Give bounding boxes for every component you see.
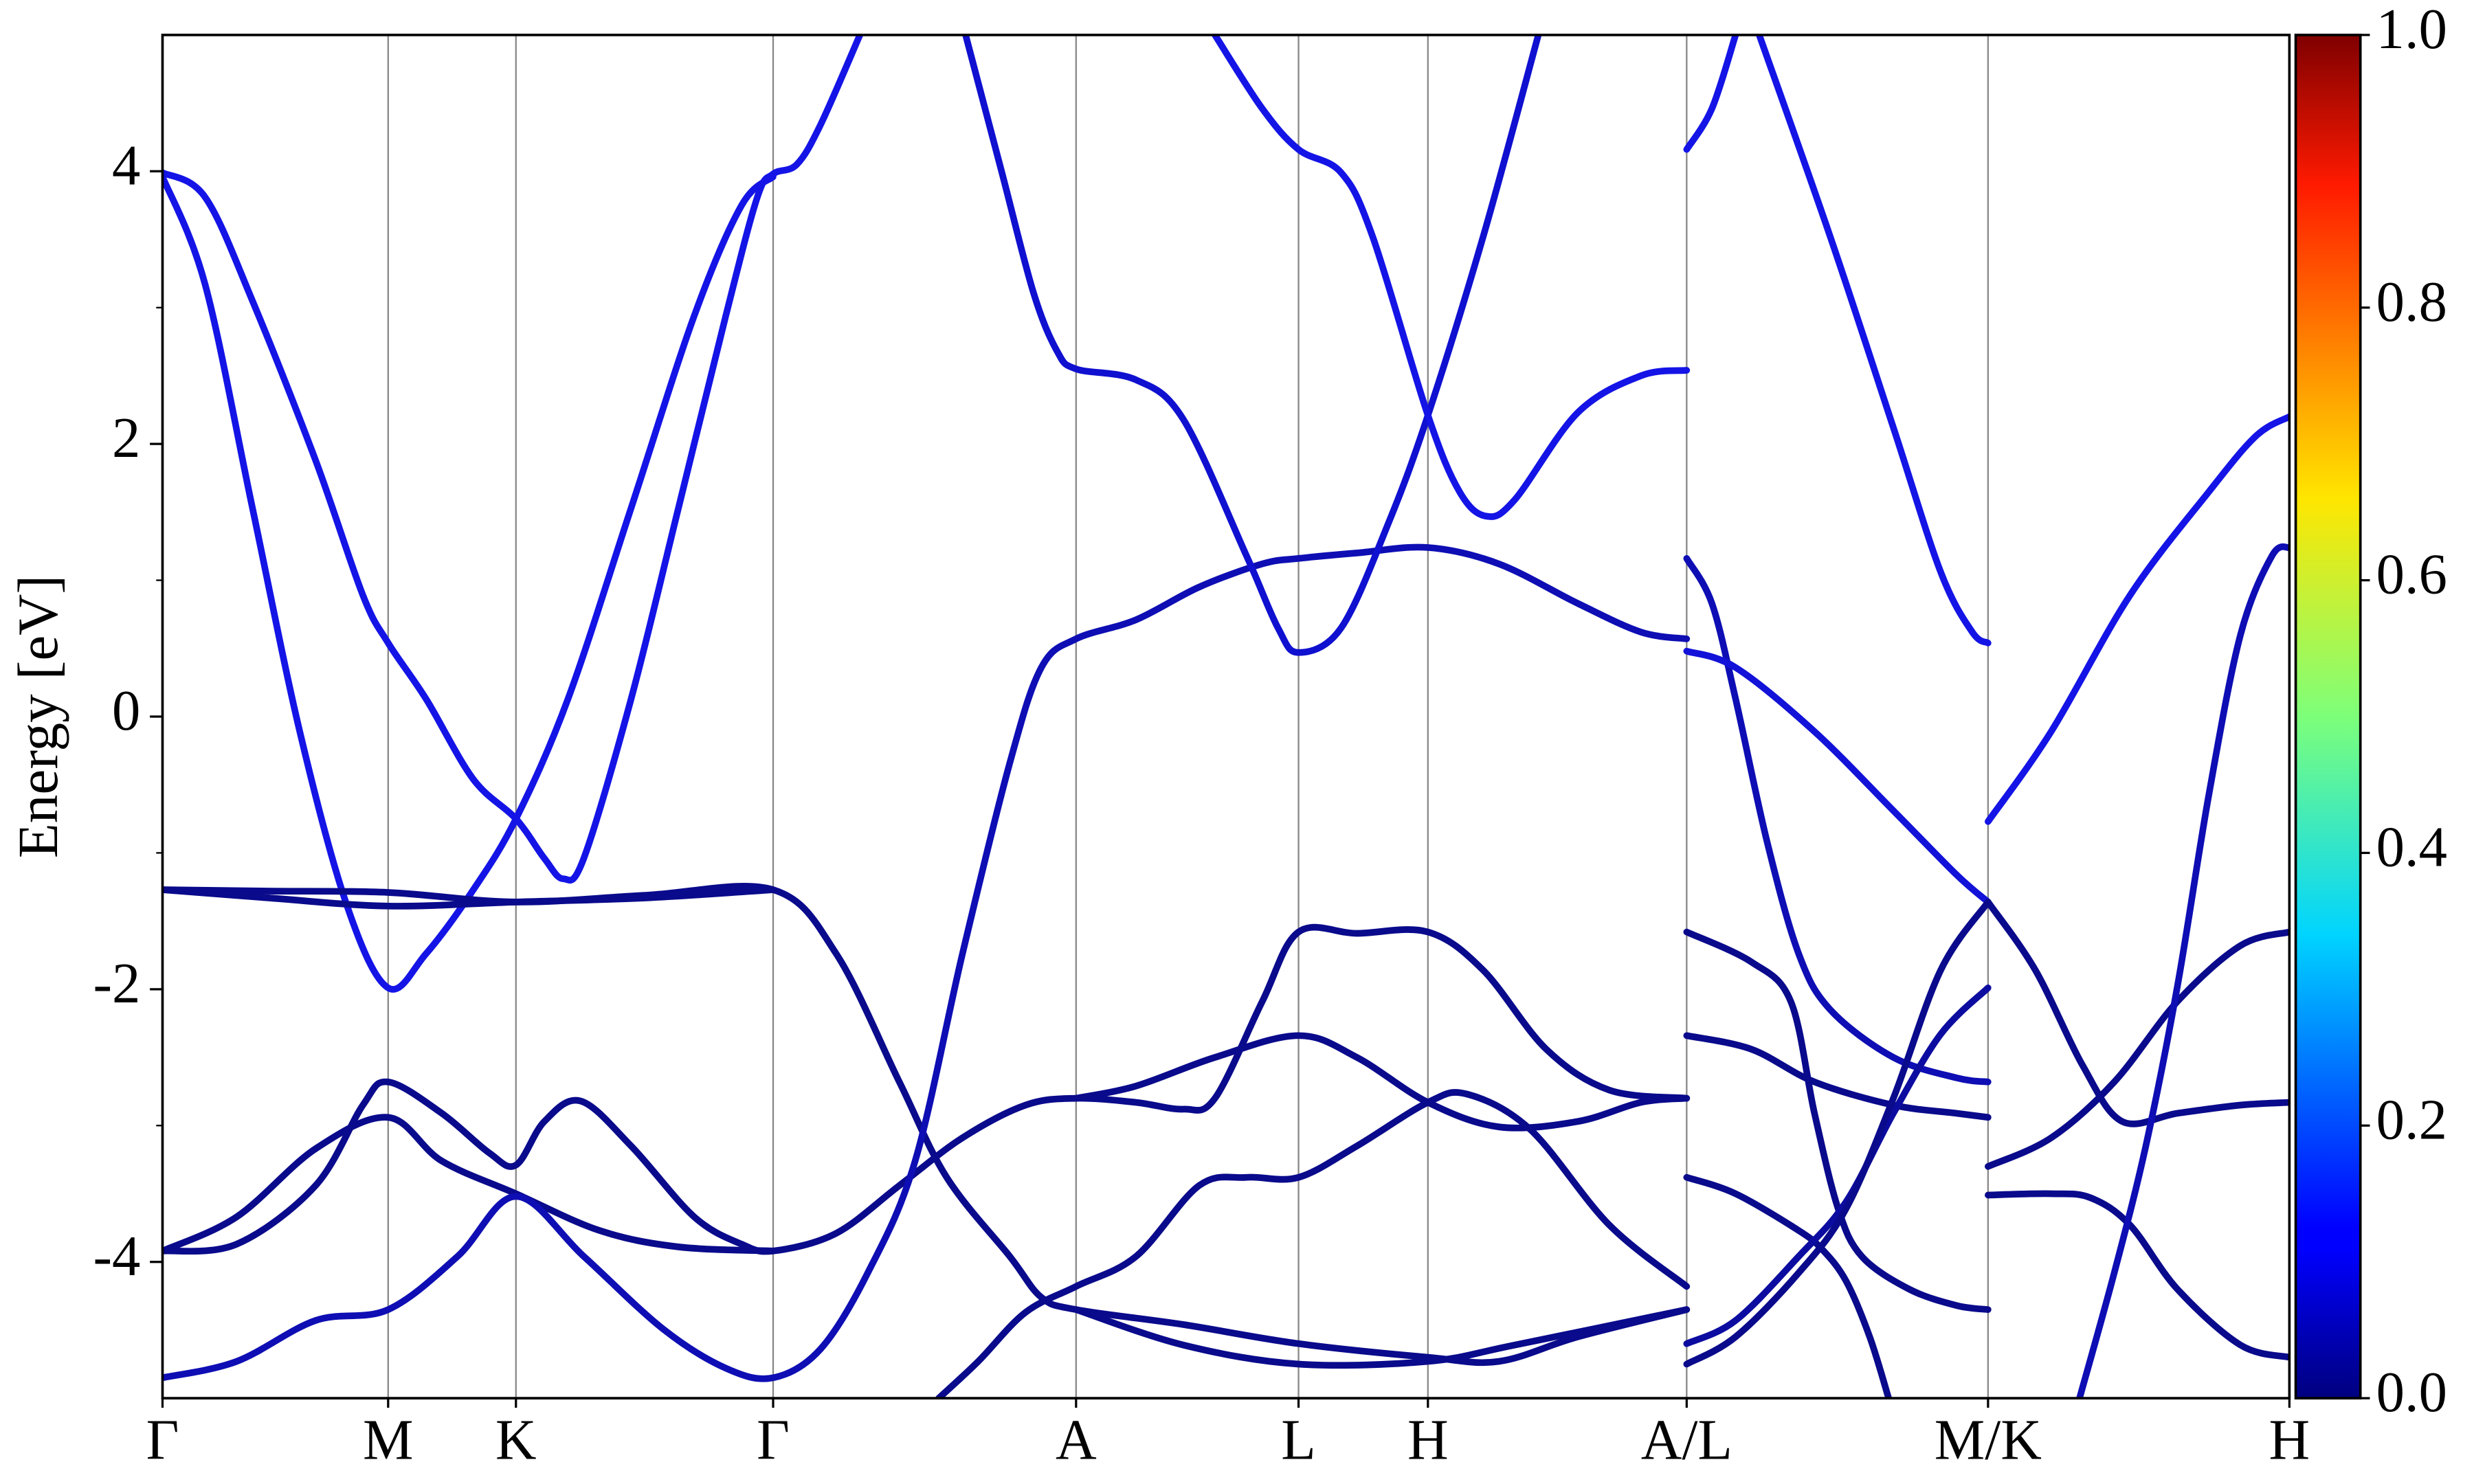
x-tick-label: M/K	[1935, 1408, 2042, 1471]
x-tick-label: A	[1056, 1408, 1097, 1471]
band	[162, 34, 864, 884]
colorbar	[2294, 34, 2362, 1399]
band	[1756, 34, 1992, 647]
x-tick-label: M	[363, 1408, 413, 1471]
band	[1683, 898, 1992, 1368]
colorbar-tick-label: 1.0	[2376, 0, 2447, 60]
x-tick-label: Γ	[757, 1408, 790, 1471]
band	[162, 1114, 777, 1255]
band	[1985, 413, 2290, 825]
band	[1683, 34, 1739, 153]
y-tick-label: 2	[112, 406, 140, 469]
x-tick-label: H	[1407, 1408, 1449, 1471]
band	[2076, 543, 2290, 1399]
band	[1683, 647, 1992, 906]
band	[162, 173, 777, 993]
band	[162, 882, 1691, 1367]
x-tick-label: L	[1281, 1408, 1315, 1471]
y-tick-label: -4	[93, 1224, 140, 1288]
band	[162, 923, 1691, 1255]
band	[1985, 928, 2290, 1170]
band	[1683, 928, 1992, 1313]
colorbar-tick-label: 0.0	[2376, 1360, 2447, 1424]
x-tick-label: Γ	[146, 1408, 179, 1471]
band	[1072, 1306, 1691, 1369]
y-axis-label: Energy [eV]	[7, 575, 70, 858]
y-tick-label: -2	[93, 952, 140, 1015]
y-tick-label: 0	[112, 679, 140, 742]
colorbar-tick-label: 0.8	[2376, 270, 2447, 333]
band	[1072, 1032, 1691, 1132]
band	[162, 886, 777, 910]
x-tick-label: K	[495, 1408, 537, 1471]
band	[162, 543, 1691, 1382]
colorbar-tick-label: 0.6	[2376, 542, 2447, 605]
band	[962, 34, 1542, 656]
colorbar-tick-label: 0.2	[2376, 1088, 2447, 1151]
axes: Γ M K Γ A L H A/L M/K H -4 -2 0 2 4 0.0 0.2 0.4 0.6 0.8 1.0	[93, 0, 2447, 1472]
bands	[162, 34, 2290, 1399]
band	[935, 1089, 1691, 1399]
band	[1683, 1032, 1992, 1121]
colorbar-tick-label: 0.4	[2376, 815, 2447, 878]
x-tick-label: A/L	[1641, 1408, 1732, 1471]
band	[1985, 1190, 2290, 1361]
y-tick-label: 4	[112, 133, 140, 196]
band	[1212, 34, 1691, 520]
x-tick-label: H	[2269, 1408, 2310, 1471]
band	[1985, 898, 2290, 1127]
